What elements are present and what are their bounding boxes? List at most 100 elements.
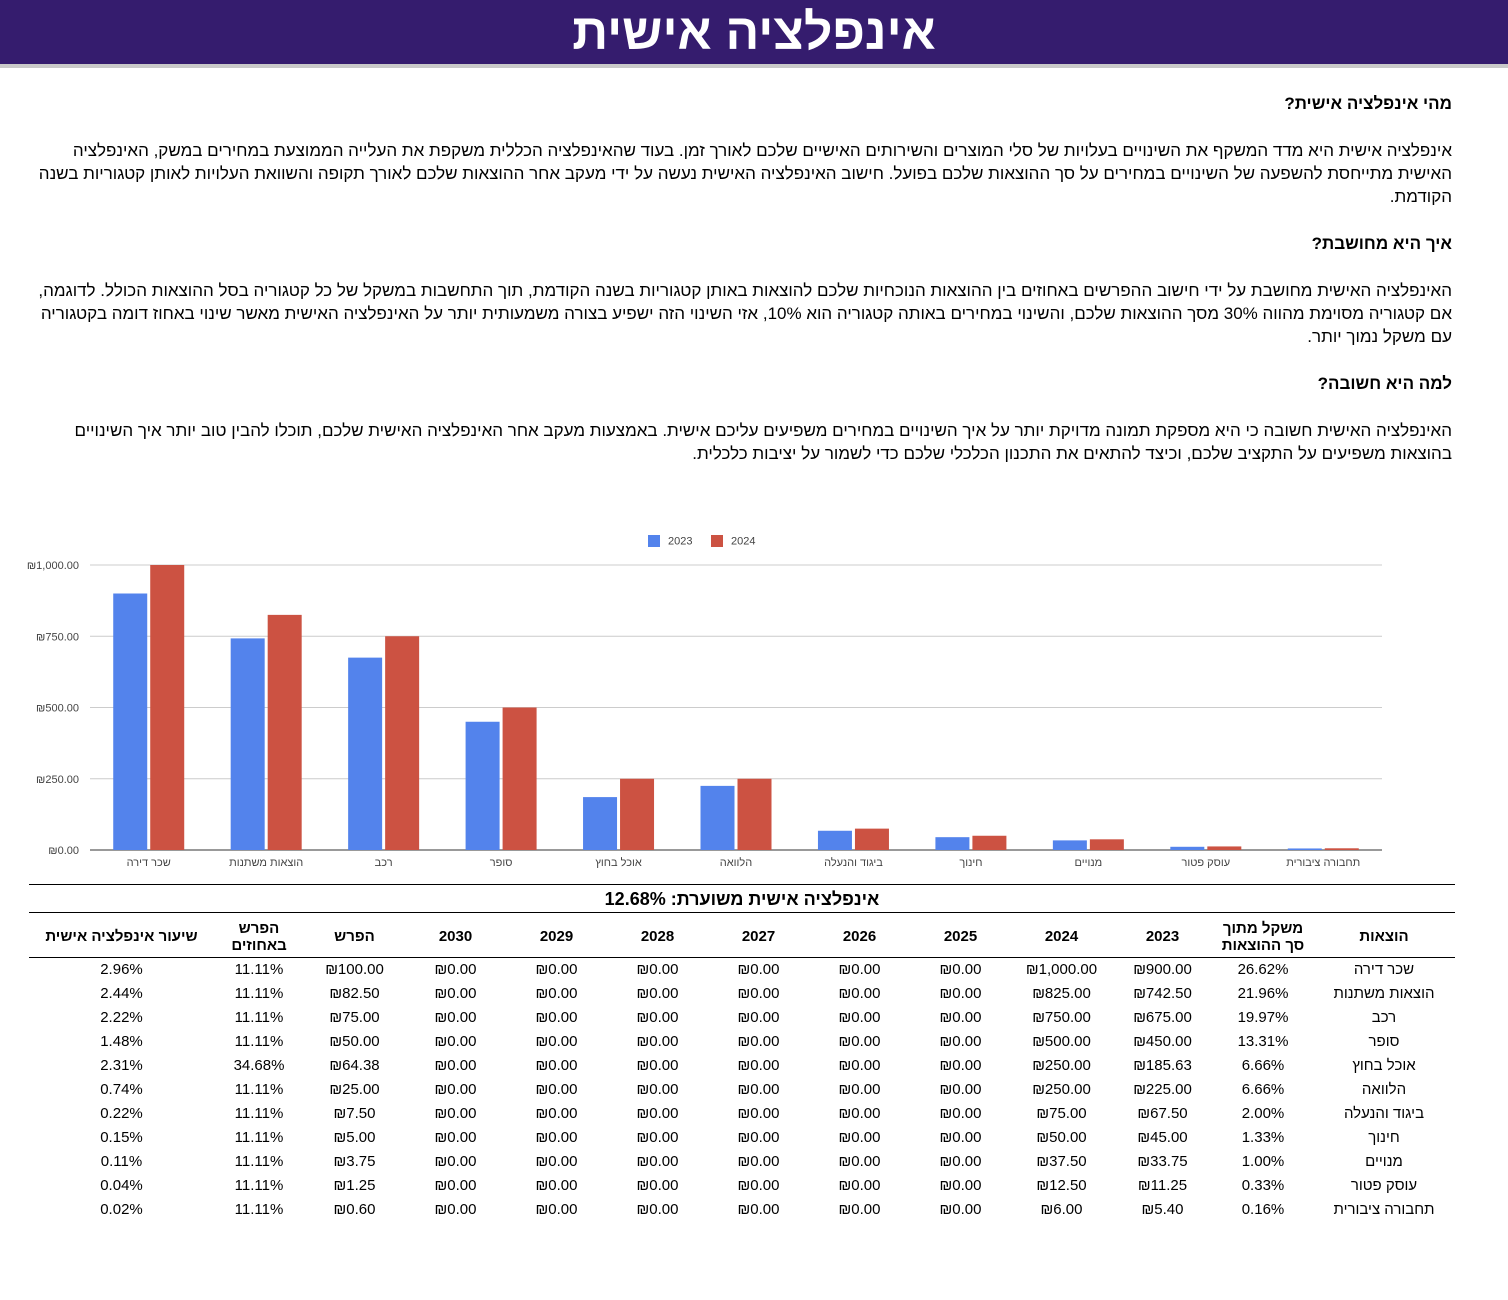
table-cell: הלוואה: [1361, 1080, 1407, 1098]
table-cell: ₪50.00: [1036, 1128, 1087, 1146]
column-header: 2024: [1011, 917, 1112, 958]
bar-2024: [267, 614, 302, 850]
table-row: סופר 13.31% ₪450.00 ₪500.00 ₪0.00 ₪0.00 ₪0.00 ₪…: [29, 1030, 1455, 1054]
table-cell: תחבורה ציבורית: [1333, 1200, 1435, 1218]
table-cell: 0.22%: [100, 1104, 143, 1122]
column-header-line: 2029: [539, 928, 574, 946]
table-cell: ₪0.00: [636, 1152, 679, 1170]
table-cell: ₪0.00: [838, 1152, 881, 1170]
table-cell: ₪0.00: [838, 1128, 881, 1146]
column-header: הפרש: [304, 917, 405, 958]
table-cell: ₪0.00: [737, 1080, 780, 1098]
table-cell: ₪1,000.00: [1025, 960, 1098, 978]
column-header-line: הפרש: [334, 928, 375, 946]
column-header-line: 2028: [640, 928, 675, 946]
table-cell: אוכל בחוץ: [1352, 1056, 1416, 1074]
table-cell: ₪0.00: [737, 1152, 780, 1170]
table-cell: ₪75.00: [1036, 1104, 1087, 1122]
x-tick-label: ביגוד והנעלה: [824, 856, 883, 869]
table-cell: ₪0.00: [737, 1032, 780, 1050]
table-cell: ₪0.00: [737, 1008, 780, 1026]
table-row: רכב 19.97% ₪675.00 ₪750.00 ₪0.00 ₪0.00 ₪0.00 ₪0…: [29, 1006, 1455, 1030]
table-cell: 2.96%: [100, 960, 143, 978]
table-cell: 1.48%: [100, 1032, 143, 1050]
question-what: מהי אינפלציה אישית?: [1284, 94, 1452, 113]
table-cell: ₪0.00: [737, 1128, 780, 1146]
column-header: 2023: [1112, 917, 1213, 958]
table-cell: ₪742.50: [1133, 984, 1192, 1002]
table-cell: ₪0.00: [737, 984, 780, 1002]
table-body: שכר דירה 26.62% ₪900.00 ₪1,000.00 ₪0.00 ₪0.00…: [29, 957, 1455, 1222]
column-header: הוצאות: [1313, 917, 1455, 958]
table-row: ביגוד והנעלה 2.00% ₪67.50 ₪75.00 ₪0.00 ₪0.00 ₪…: [29, 1102, 1455, 1126]
x-tick-label: אוכל בחוץ: [595, 856, 642, 869]
table-cell: ₪675.00: [1133, 1008, 1192, 1026]
bar-2024: [385, 636, 420, 850]
table-title: אינפלציה אישית משוערת: 12.68%: [29, 884, 1455, 913]
table-cell: 0.15%: [100, 1128, 143, 1146]
table-cell: 19.97%: [1237, 1008, 1289, 1026]
table-row: תחבורה ציבורית 0.16% ₪5.40 ₪6.00 ₪0.00 ₪0.00 ₪…: [29, 1198, 1455, 1222]
table-cell: ₪185.63: [1133, 1056, 1192, 1074]
legend-swatch-2024: [711, 535, 723, 547]
table-cell: ₪0.00: [838, 960, 881, 978]
inflation-table-section: אינפלציה אישית משוערת: 12.68% הוצאות משקל…: [29, 884, 1455, 1222]
y-tick-label: ₪500.00: [36, 703, 79, 715]
table-cell: ₪1.25: [333, 1176, 376, 1194]
table-cell: שכר דירה: [1353, 960, 1415, 978]
table-cell: עוסק פטור: [1350, 1176, 1418, 1194]
table-cell: ₪0.00: [838, 1104, 881, 1122]
table-cell: ₪5.00: [333, 1128, 376, 1146]
table-cell: ₪50.00: [329, 1032, 380, 1050]
column-header-line: 2024: [1044, 928, 1079, 946]
column-header: 2028: [607, 917, 708, 958]
table-cell: 0.33%: [1241, 1176, 1285, 1194]
table-cell: ₪75.00: [329, 1008, 380, 1026]
table-cell: ₪45.00: [1137, 1128, 1188, 1146]
table-cell: רכב: [1371, 1008, 1397, 1026]
table-cell: 11.11%: [234, 1176, 284, 1194]
table-row: עוסק פטור 0.33% ₪11.25 ₪12.50 ₪0.00 ₪0.00 ₪0.0…: [29, 1174, 1455, 1198]
table-cell: ₪0.00: [535, 1032, 578, 1050]
table-cell: ₪0.00: [636, 1056, 679, 1074]
table-cell: ₪0.00: [838, 984, 881, 1002]
column-header-line: באחוזים: [231, 936, 287, 954]
table-cell: ₪0.00: [939, 1152, 982, 1170]
page-header: אינפלציה אישית: [0, 0, 1508, 68]
x-tick-label: הלוואה: [720, 856, 752, 869]
column-header-line: 2030: [438, 928, 473, 946]
bar-2024: [620, 778, 655, 850]
table-row: הוצאות משתנות 21.96% ₪742.50 ₪825.00 ₪0.00 ₪0…: [29, 982, 1455, 1006]
table-row: אוכל בחוץ 6.66% ₪185.63 ₪250.00 ₪0.00 ₪0.00 ₪0…: [29, 1054, 1455, 1078]
table-cell: ₪0.00: [636, 1176, 679, 1194]
table-cell: ₪0.00: [838, 1032, 881, 1050]
table-cell: 11.11%: [234, 960, 284, 978]
bar-2023: [700, 785, 735, 850]
table-cell: ₪7.50: [333, 1104, 376, 1122]
table-cell: 26.62%: [1237, 960, 1289, 978]
table-cell: 11.11%: [234, 1152, 284, 1170]
table-cell: ₪0.00: [636, 960, 679, 978]
intro-section: מהי אינפלציה אישית? אינפלציה אישית היא מ…: [30, 92, 1452, 465]
column-header: 2030: [405, 917, 506, 958]
table-cell: ביגוד והנעלה: [1343, 1104, 1425, 1122]
table-row: חינוך 1.33% ₪45.00 ₪50.00 ₪0.00 ₪0.00 ₪0.00 ₪0.…: [29, 1126, 1455, 1150]
table-cell: ₪12.50: [1036, 1176, 1087, 1194]
bar-2024: [854, 828, 889, 850]
table-cell: ₪0.00: [535, 1008, 578, 1026]
table-cell: 1.33%: [1241, 1128, 1285, 1146]
question-why: למה היא חשובה?: [1317, 374, 1452, 393]
table-cell: 11.11%: [234, 1080, 284, 1098]
table-cell: ₪0.00: [939, 1200, 982, 1218]
table-cell: 21.96%: [1237, 984, 1289, 1002]
column-header: 2029: [506, 917, 607, 958]
table-cell: ₪0.00: [535, 1056, 578, 1074]
table-cell: ₪900.00: [1133, 960, 1192, 978]
table-cell: ₪3.75: [333, 1152, 376, 1170]
table-cell: ₪0.00: [939, 1056, 982, 1074]
table-cell: ₪64.38: [329, 1056, 380, 1074]
column-header: 2027: [708, 917, 809, 958]
bar-2023: [113, 593, 148, 850]
table-cell: 6.66%: [1241, 1080, 1285, 1098]
table-cell: ₪0.00: [535, 1200, 578, 1218]
